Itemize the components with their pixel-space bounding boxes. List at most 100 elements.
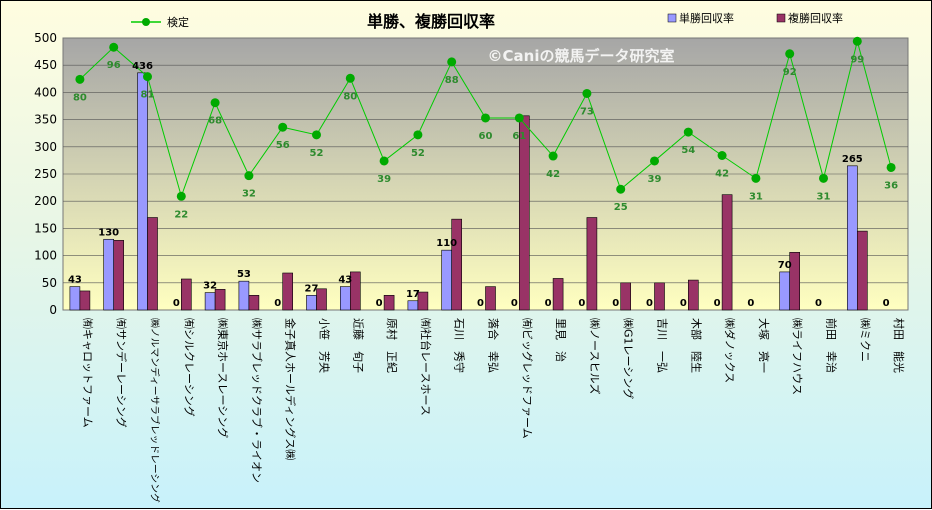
x-tick-label: ㈱ノルマンディーサラブレッドレーシング bbox=[149, 318, 162, 503]
bar-fukusho bbox=[586, 217, 598, 311]
kentei-marker bbox=[481, 113, 490, 123]
bar-fukusho bbox=[856, 230, 868, 311]
y-tick-label: 500 bbox=[34, 31, 57, 45]
bar-label-tansho: 110 bbox=[436, 238, 457, 249]
kentei-marker bbox=[143, 72, 152, 82]
kentei-label: 56 bbox=[276, 140, 290, 151]
kentei-label: 81 bbox=[141, 90, 155, 101]
kentei-label: 88 bbox=[445, 75, 459, 86]
bar-label-tansho: 0 bbox=[173, 298, 180, 309]
bar-fukusho bbox=[214, 289, 226, 311]
bar-fukusho bbox=[552, 278, 564, 311]
bar-tansho bbox=[779, 271, 791, 311]
kentei-label: 99 bbox=[850, 54, 864, 65]
kentei-marker bbox=[751, 173, 761, 183]
y-tick-label: 250 bbox=[34, 167, 57, 181]
kentei-marker bbox=[683, 127, 693, 137]
x-tick-label: ㈱ダノックス bbox=[723, 318, 737, 383]
kentei-marker bbox=[109, 42, 119, 52]
x-tick-label: ㈲社台レースホース bbox=[419, 318, 433, 416]
kentei-label: 32 bbox=[242, 189, 256, 200]
bar-label-tansho: 0 bbox=[376, 298, 383, 309]
kentei-label: 25 bbox=[614, 202, 628, 213]
kentei-marker bbox=[379, 156, 389, 166]
legend: 検定 単勝回収率 複勝回収率 bbox=[131, 11, 843, 29]
x-tick-label: ㈲キャロットファーム bbox=[81, 318, 94, 428]
legend-swatch-fukusho bbox=[776, 13, 786, 23]
legend-swatch-tansho bbox=[667, 13, 677, 23]
bar-fukusho bbox=[113, 240, 124, 311]
x-tick-label: 原村 正紀 bbox=[385, 318, 399, 373]
kentei-label: 73 bbox=[580, 106, 594, 117]
x-tick-label: 村田 能光 bbox=[892, 318, 906, 373]
legend-label-tansho: 単勝回収率 bbox=[679, 11, 734, 25]
bar-tansho bbox=[137, 72, 148, 311]
kentei-label: 42 bbox=[546, 169, 560, 180]
kentei-label: 39 bbox=[377, 174, 391, 185]
y-axis: 0 50 100 150 200 250 300 350 400 450 500 bbox=[34, 31, 57, 317]
y-tick-label: 450 bbox=[34, 58, 57, 72]
x-tick-label: ㈲ビッグレッドファーム bbox=[520, 318, 534, 439]
bar-label-tansho: 0 bbox=[815, 298, 822, 309]
bar-label-tansho: 17 bbox=[406, 289, 420, 300]
bar-label-tansho: 0 bbox=[511, 298, 518, 309]
x-tick-label: ㈱サラブレッドクラブ・ライオン bbox=[250, 318, 264, 483]
kentei-label: 60 bbox=[479, 131, 493, 142]
kentei-label: 96 bbox=[107, 60, 121, 71]
bar-label-tansho: 43 bbox=[68, 275, 82, 286]
kentei-marker bbox=[852, 36, 862, 46]
bar-fukusho bbox=[383, 295, 395, 311]
bar-tansho bbox=[103, 238, 114, 311]
bar-fukusho bbox=[518, 115, 530, 311]
kentei-marker bbox=[785, 49, 795, 59]
bar-tansho bbox=[407, 300, 419, 311]
x-tick-label: ㈲サンデーレーシング bbox=[115, 318, 129, 428]
bar-fukusho bbox=[181, 278, 192, 311]
bar-fukusho bbox=[654, 282, 665, 311]
chart-title: 単勝、複勝回収率 bbox=[367, 12, 495, 31]
y-tick-label: 300 bbox=[34, 140, 57, 154]
x-tick-label: 里見 治 bbox=[554, 318, 568, 362]
bar-tansho bbox=[306, 295, 317, 311]
bar-label-tansho: 130 bbox=[98, 227, 119, 238]
bar-fukusho bbox=[417, 291, 429, 311]
bar-label-tansho: 0 bbox=[545, 298, 552, 309]
kentei-label: 54 bbox=[681, 145, 695, 156]
kentei-marker bbox=[176, 191, 186, 201]
bar-label-tansho: 0 bbox=[274, 298, 281, 309]
kentei-marker bbox=[447, 57, 457, 67]
y-tick-label: 150 bbox=[34, 221, 57, 235]
kentei-marker bbox=[312, 130, 321, 140]
x-tick-label: 落合 幸弘 bbox=[487, 318, 501, 373]
bar-tansho bbox=[69, 286, 81, 311]
bar-fukusho bbox=[721, 194, 733, 311]
bar-label-tansho: 265 bbox=[842, 154, 863, 165]
bar-fukusho bbox=[349, 271, 361, 311]
bar-fukusho bbox=[789, 252, 801, 311]
bar-fukusho bbox=[248, 295, 260, 311]
kentei-label: 31 bbox=[817, 191, 831, 202]
bar-fukusho bbox=[316, 288, 327, 311]
bar-fukusho bbox=[451, 218, 463, 311]
kentei-marker bbox=[210, 98, 220, 108]
legend-label-fukusho: 複勝回収率 bbox=[788, 11, 843, 25]
y-tick-label: 0 bbox=[49, 303, 57, 317]
bar-label-tansho: 27 bbox=[305, 283, 319, 294]
bar-label-tansho: 0 bbox=[646, 298, 653, 309]
bar-label-tansho: 0 bbox=[612, 298, 619, 309]
kentei-marker bbox=[244, 171, 254, 181]
kentei-label: 52 bbox=[411, 148, 425, 159]
bar-fukusho bbox=[485, 286, 496, 311]
bar-label-tansho: 70 bbox=[778, 260, 792, 271]
kentei-line: 80 96 81 22 68 32 56 52 80 39 52 88 60 61 42 73 25 39 54 42… bbox=[73, 36, 898, 220]
x-tick-label: 近藤 旬子 bbox=[351, 318, 364, 373]
kentei-label: 68 bbox=[208, 116, 222, 127]
watermark: ©Caniの競馬データ研究室 bbox=[488, 47, 675, 65]
bar-fukusho bbox=[147, 217, 158, 311]
bar-label-tansho: 436 bbox=[132, 61, 153, 72]
kentei-label: 22 bbox=[174, 209, 188, 220]
x-axis-labels: ㈲キャロットファーム ㈲サンデーレーシング ㈱ノルマンディーサラブレッドレーシング ㈲… bbox=[81, 318, 906, 503]
kentei-label: 39 bbox=[648, 174, 662, 185]
